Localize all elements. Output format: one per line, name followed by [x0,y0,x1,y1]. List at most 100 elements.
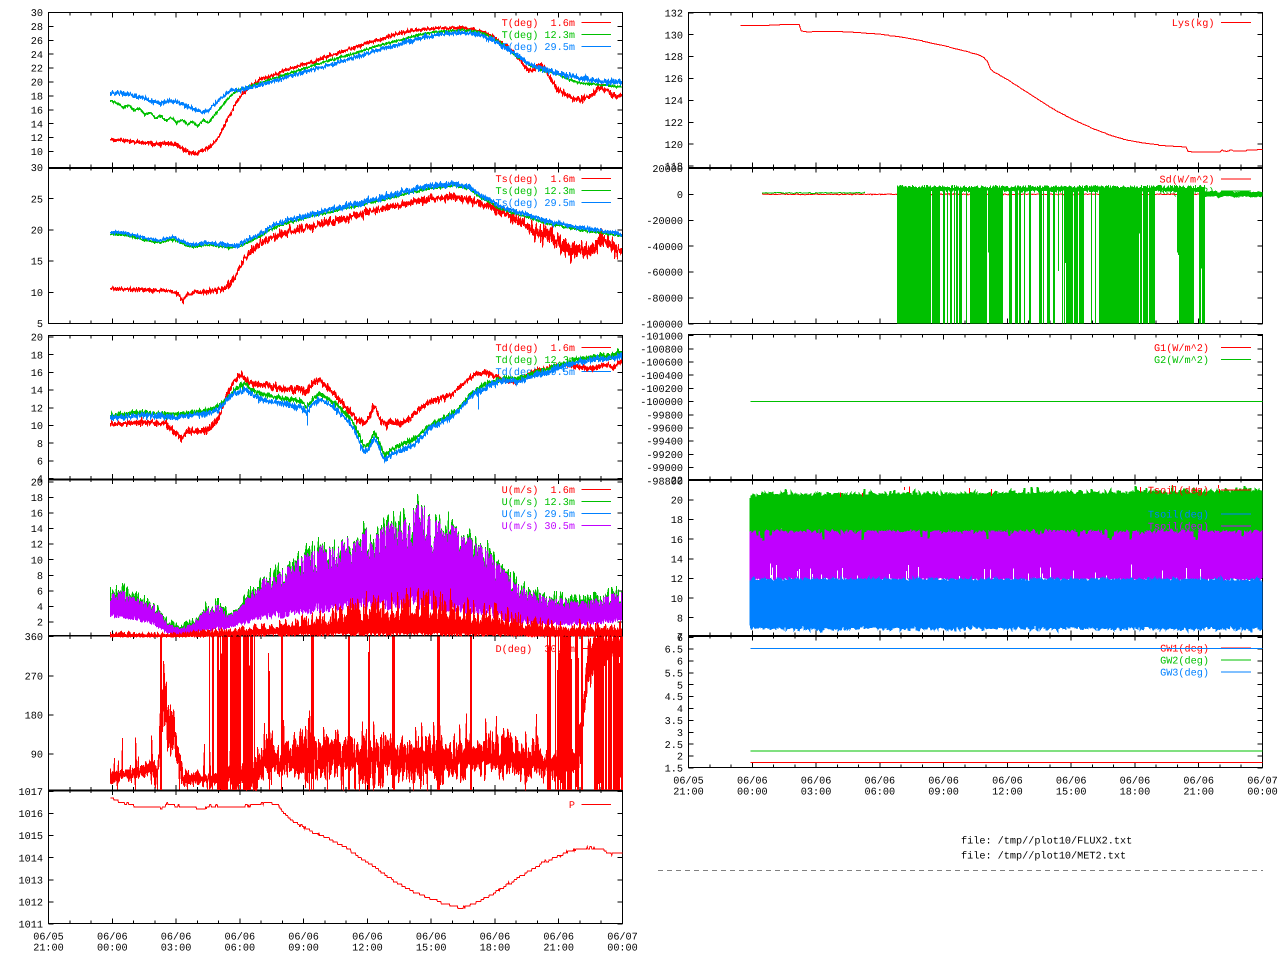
svg-text:Tsoil(deg): Tsoil(deg) [1148,486,1209,498]
svg-text:5: 5 [37,320,43,331]
svg-text:1015: 1015 [19,832,43,843]
svg-text:06/06: 06/06 [1120,776,1151,788]
svg-text:Tsoil(deg): Tsoil(deg) [1148,522,1209,534]
svg-text:10: 10 [31,148,43,159]
svg-text:T(deg) 12.3m: T(deg) 12.3m [502,30,575,42]
svg-text:20: 20 [31,334,43,345]
svg-text:6: 6 [677,634,683,645]
svg-text:8: 8 [37,572,43,583]
svg-text:6.5: 6.5 [665,646,683,657]
svg-text:00:00: 00:00 [1247,788,1278,799]
svg-text:14: 14 [31,387,43,398]
svg-text:30: 30 [31,9,43,20]
svg-text:03:00: 03:00 [161,944,192,955]
svg-text:06/06: 06/06 [161,932,192,944]
svg-text:GW3(deg): GW3(deg) [1160,668,1209,680]
svg-text:118: 118 [665,163,683,174]
svg-text:21:00: 21:00 [673,788,704,799]
svg-text:10: 10 [31,289,43,300]
svg-text:180: 180 [25,712,43,723]
svg-text:6: 6 [37,458,43,469]
svg-text:-99600: -99600 [646,425,683,436]
svg-text:06/07: 06/07 [1247,776,1278,788]
svg-text:18:00: 18:00 [480,944,511,955]
svg-text:12:00: 12:00 [992,788,1023,799]
svg-text:G1(W/m^2): G1(W/m^2) [1154,343,1209,355]
svg-text:360: 360 [25,633,43,644]
svg-text:16: 16 [31,106,43,117]
svg-text:06/06: 06/06 [928,776,959,788]
svg-text:-60000: -60000 [646,269,683,280]
svg-text:Tsoil(deg): Tsoil(deg) [1148,510,1209,522]
svg-text:18:00: 18:00 [1120,788,1151,799]
svg-text:26: 26 [31,37,43,48]
svg-text:-98800: -98800 [646,477,683,488]
svg-text:06/05: 06/05 [673,776,704,788]
svg-text:Ts(deg) 29.5m: Ts(deg) 29.5m [496,198,575,210]
svg-text:124: 124 [665,97,683,108]
svg-text:5: 5 [677,681,683,692]
svg-text:-100000: -100000 [640,398,683,409]
svg-text:270: 270 [25,673,43,684]
svg-text:06/06: 06/06 [416,932,447,944]
svg-text:2: 2 [37,619,43,630]
svg-text:18: 18 [31,494,43,505]
svg-text:00:00: 00:00 [97,944,128,955]
svg-text:06/06: 06/06 [992,776,1023,788]
svg-text:Ts(deg) 1.6m: Ts(deg) 1.6m [496,174,575,186]
svg-text:4.5: 4.5 [665,693,683,704]
svg-text:file: /tmp//plot10/MET2.txt: file: /tmp//plot10/MET2.txt [961,851,1126,863]
svg-text:06:00: 06:00 [865,788,896,799]
svg-text:15:00: 15:00 [416,944,447,955]
svg-text:20: 20 [671,496,683,507]
svg-text:06:00: 06:00 [225,944,256,955]
svg-text:8: 8 [37,440,43,451]
svg-text:06/06: 06/06 [1183,776,1214,788]
svg-text:06/06: 06/06 [801,776,832,788]
svg-text:25: 25 [31,195,43,206]
svg-text:22: 22 [671,477,683,488]
svg-text:6: 6 [37,587,43,598]
svg-text:Lys(kg): Lys(kg) [1172,18,1215,30]
svg-text:16: 16 [31,510,43,521]
svg-text:U(m/s) 12.3m: U(m/s) 12.3m [502,497,575,509]
svg-text:T(deg) 1.6m: T(deg) 1.6m [502,18,575,30]
svg-text:00:00: 00:00 [737,788,768,799]
svg-text:20000: 20000 [652,165,683,176]
svg-text:1.5: 1.5 [665,765,683,776]
svg-text:1011: 1011 [19,920,43,931]
svg-text:8: 8 [677,614,683,625]
svg-text:file: /tmp//plot10/FLUX2.txt: file: /tmp//plot10/FLUX2.txt [961,836,1132,848]
svg-text:-101000: -101000 [640,332,683,343]
svg-text:P: P [569,801,575,812]
svg-text:Td(deg) 12.3m: Td(deg) 12.3m [496,355,575,367]
svg-text:18: 18 [31,351,43,362]
svg-text:7: 7 [677,633,683,644]
svg-text:24: 24 [31,51,43,62]
svg-text:06/05: 06/05 [33,932,64,944]
svg-text:06/06: 06/06 [737,776,768,788]
svg-text:-99000: -99000 [646,464,683,475]
svg-text:06/06: 06/06 [352,932,383,944]
svg-text:U(m/s) 1.6m: U(m/s) 1.6m [502,485,575,497]
svg-text:-99200: -99200 [646,451,683,462]
svg-text:132: 132 [665,9,683,20]
svg-text:6: 6 [677,658,683,669]
svg-text:0: 0 [677,191,683,202]
svg-text:00:00: 00:00 [607,944,638,955]
svg-text:Td(deg) 1.6m: Td(deg) 1.6m [496,343,575,355]
svg-text:16: 16 [671,536,683,547]
svg-text:126: 126 [665,75,683,86]
svg-text:-99800: -99800 [646,411,683,422]
svg-text:12:00: 12:00 [352,944,383,955]
svg-text:3.5: 3.5 [665,717,683,728]
svg-text:120: 120 [665,141,683,152]
svg-text:12: 12 [31,404,43,415]
svg-text:-100400: -100400 [640,372,683,383]
svg-text:122: 122 [665,119,683,130]
svg-text:20: 20 [31,79,43,90]
svg-text:18: 18 [671,516,683,527]
svg-text:20: 20 [31,227,43,238]
svg-text:06/06: 06/06 [288,932,319,944]
svg-text:4: 4 [677,705,683,716]
